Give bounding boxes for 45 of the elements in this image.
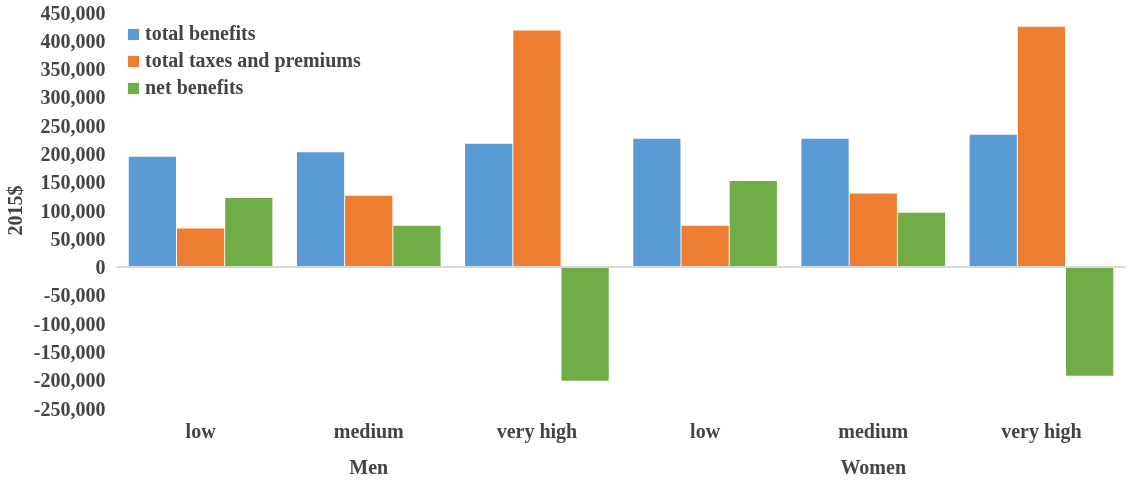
bar xyxy=(128,156,176,268)
bar xyxy=(513,30,561,268)
bar xyxy=(1066,267,1114,376)
y-tick-label: 100,000 xyxy=(40,199,106,222)
bar xyxy=(633,138,681,268)
y-tick-label: -50,000 xyxy=(43,284,106,307)
y-tick-label: 150,000 xyxy=(40,171,106,194)
y-tick-label: 400,000 xyxy=(40,29,106,52)
y-tick-label: 200,000 xyxy=(40,142,106,165)
bar xyxy=(225,198,273,268)
bar xyxy=(465,143,513,268)
y-tick-label: 50,000 xyxy=(50,227,106,250)
text: Men xyxy=(349,455,389,478)
y-tick-label: -100,000 xyxy=(33,312,106,335)
bar xyxy=(1017,26,1066,268)
x-tick-label: low xyxy=(690,419,721,442)
bar xyxy=(296,152,345,268)
x-tick-label: low xyxy=(185,419,217,442)
bar xyxy=(729,181,777,268)
y-tick-label: 0 xyxy=(95,256,106,279)
bar xyxy=(897,212,946,268)
y-tick-label: -150,000 xyxy=(33,340,106,363)
x-tick-label: medium xyxy=(838,419,909,442)
bar xyxy=(345,195,393,268)
y-tick-label: 450,000 xyxy=(40,1,106,24)
bar xyxy=(969,134,1017,268)
bar xyxy=(393,225,441,268)
bar xyxy=(801,138,849,268)
bar xyxy=(176,228,225,268)
x-tick-label: very high xyxy=(496,419,578,443)
bar xyxy=(561,267,609,381)
y-tick-label: 250,000 xyxy=(40,114,106,137)
y-tick-label: -250,000 xyxy=(33,397,106,420)
legend-label: net benefits xyxy=(145,76,244,99)
x-tick-label: very high xyxy=(1001,419,1082,443)
bar xyxy=(849,193,897,268)
legend-label: total benefits xyxy=(145,22,256,45)
text: Women xyxy=(840,455,907,478)
y-tick-label: -200,000 xyxy=(33,369,106,392)
bar xyxy=(681,225,729,268)
x-tick-label: medium xyxy=(333,419,405,442)
y-tick-label: 350,000 xyxy=(40,58,106,81)
y-tick-label: 300,000 xyxy=(40,86,106,109)
legend-label: total taxes and premiums xyxy=(145,49,361,72)
y-axis-title: 2015$ xyxy=(3,185,26,236)
